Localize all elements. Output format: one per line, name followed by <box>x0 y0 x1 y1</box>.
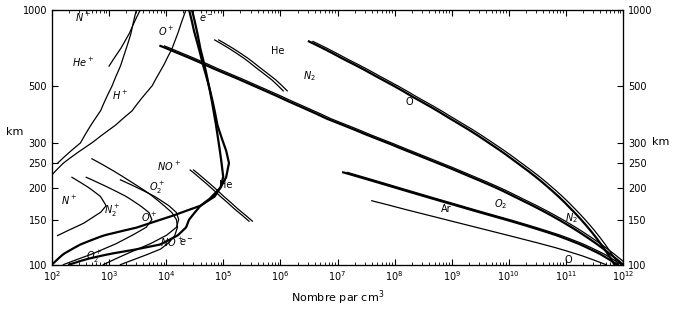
Text: $H^+$: $H^+$ <box>112 89 129 102</box>
Text: $O_2^+$: $O_2^+$ <box>149 180 166 196</box>
Text: $N_2$: $N_2$ <box>302 69 315 83</box>
Text: He: He <box>219 180 233 190</box>
X-axis label: Nombre par cm$^3$: Nombre par cm$^3$ <box>291 289 384 307</box>
Text: O: O <box>565 255 572 264</box>
Text: $e^-$: $e^-$ <box>179 237 194 248</box>
Text: $He^+$: $He^+$ <box>72 56 94 69</box>
Text: He: He <box>271 46 284 56</box>
Text: $N_2^+$: $N_2^+$ <box>104 203 120 218</box>
Text: $O^+$: $O^+$ <box>140 211 157 224</box>
Text: $O_2^+$: $O_2^+$ <box>86 249 103 264</box>
Text: $NO^+$: $NO^+$ <box>160 236 184 249</box>
Text: $NO^+$: $NO^+$ <box>157 160 181 173</box>
Text: $N_2$: $N_2$ <box>565 211 578 225</box>
Y-axis label: km: km <box>5 127 23 137</box>
Text: $e^-$: $e^-$ <box>198 13 213 24</box>
Text: $O_2$: $O_2$ <box>493 198 507 212</box>
Y-axis label: km: km <box>652 137 670 147</box>
Text: Ar: Ar <box>441 204 452 214</box>
Text: $N^+$: $N^+$ <box>75 11 91 24</box>
Text: O: O <box>405 97 412 107</box>
Text: $N^+$: $N^+$ <box>61 194 77 207</box>
Text: $O^+$: $O^+$ <box>158 25 174 38</box>
